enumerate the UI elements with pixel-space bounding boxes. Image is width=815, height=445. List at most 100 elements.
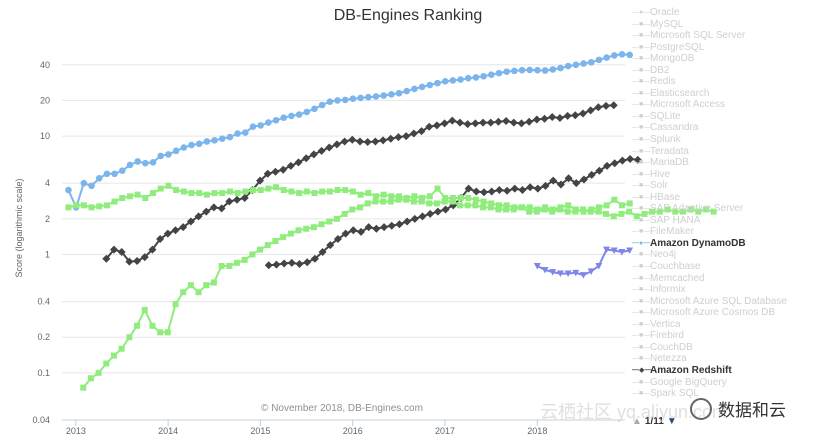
legend-item[interactable]: —■— Spark SQL: [632, 388, 812, 400]
x-axis: 2013 2014 2015 2016 2017 2018: [62, 419, 625, 436]
legend-item[interactable]: —■— Teradata: [632, 146, 812, 158]
legend-item[interactable]: —■— Memcached: [632, 273, 812, 285]
data-point: [517, 119, 526, 128]
data-point: [134, 322, 141, 329]
legend-item[interactable]: —■— SAP HANA: [632, 215, 812, 227]
legend-item[interactable]: —■— Google BigQuery: [632, 377, 812, 389]
legend-item[interactable]: —■— Hive: [632, 169, 812, 181]
data-point: [425, 122, 434, 131]
legend-item[interactable]: —■— FileMaker: [632, 226, 812, 238]
data-point: [410, 214, 419, 223]
data-point: [510, 184, 519, 193]
legend-item[interactable]: —■— MySQL: [632, 19, 812, 31]
data-point: [572, 208, 579, 215]
legend-item[interactable]: —●— Oracle: [632, 7, 812, 19]
legend-next-icon[interactable]: ▼: [666, 416, 677, 427]
data-point: [395, 89, 403, 97]
legend-item[interactable]: —■— HBase: [632, 192, 812, 204]
data-point: [303, 225, 310, 232]
legend-label: MariaDB: [650, 157, 689, 169]
data-point: [403, 217, 412, 226]
legend-symbol-diamond-icon: —◆—: [632, 366, 652, 374]
legend-item[interactable]: —■— Microsoft SQL Server: [632, 30, 812, 42]
legend-item[interactable]: —■— Vertica: [632, 319, 812, 331]
data-point: [271, 167, 280, 176]
data-point: [579, 206, 586, 213]
data-point: [310, 254, 319, 263]
legend-item[interactable]: —■— Solr: [632, 180, 812, 192]
x-tick-label: 2014: [158, 426, 178, 436]
data-point: [218, 135, 226, 143]
data-point: [603, 161, 612, 170]
legend-item[interactable]: —●— Amazon DynamoDB: [632, 238, 812, 250]
legend-item[interactable]: —■— Neo4j: [632, 249, 812, 261]
legend-item[interactable]: —■— Splunk: [632, 134, 812, 146]
data-point: [618, 248, 626, 256]
data-point: [286, 161, 295, 170]
data-point: [372, 193, 379, 200]
legend-symbol-square-icon: —■—: [632, 378, 651, 386]
data-point: [211, 190, 218, 197]
data-point: [419, 194, 426, 201]
data-point: [549, 176, 558, 185]
legend-item[interactable]: —◆— Amazon Redshift: [632, 365, 812, 377]
data-point: [326, 188, 333, 195]
legend-prev-icon[interactable]: ▲: [632, 416, 642, 427]
data-point: [603, 202, 610, 209]
legend-item[interactable]: —■— Microsoft Azure SQL Database: [632, 296, 812, 308]
data-point: [103, 170, 111, 178]
legend-symbol-square-icon: —■—: [632, 124, 651, 132]
y-tick-label: 0.04: [32, 415, 50, 425]
legend-item[interactable]: —■— Cassandra: [632, 122, 812, 134]
data-point: [564, 62, 572, 70]
y-axis-label: Score (logarithmic scale): [14, 178, 24, 277]
data-point: [564, 270, 572, 278]
data-point: [540, 114, 549, 123]
data-point: [233, 259, 240, 266]
legend-item[interactable]: —■— PostgreSQL: [632, 42, 812, 54]
legend-item[interactable]: —■— DB2: [632, 65, 812, 77]
data-point: [448, 116, 457, 125]
data-point: [410, 198, 417, 205]
data-point: [403, 196, 410, 203]
y-tick-label: 1: [45, 249, 50, 259]
legend-item[interactable]: —■— Microsoft Azure Cosmos DB: [632, 307, 812, 319]
data-point: [349, 95, 357, 102]
legend-symbol-square-icon: —■—: [632, 136, 651, 144]
legend-item[interactable]: —■— Microsoft Access: [632, 99, 812, 111]
legend-label: Google BigQuery: [650, 376, 727, 388]
legend-item[interactable]: —■— Elasticsearch: [632, 88, 812, 100]
data-point: [372, 93, 380, 100]
legend-label: CouchDB: [650, 341, 693, 353]
data-point: [586, 106, 595, 115]
data-point: [418, 83, 426, 91]
data-point: [234, 130, 241, 137]
legend-item[interactable]: —■— Redis: [632, 76, 812, 88]
x-tick-label: 2013: [66, 426, 86, 436]
legend-item[interactable]: —■— Couchbase: [632, 261, 812, 273]
data-point: [434, 79, 441, 87]
data-point: [549, 269, 557, 276]
legend-item[interactable]: —■— SAP Adaptive Server: [632, 203, 812, 215]
data-point: [380, 191, 387, 198]
data-point: [295, 227, 302, 234]
data-point: [503, 186, 512, 195]
legend-item[interactable]: —■— MongoDB: [632, 53, 812, 65]
legend-item[interactable]: —■— Firebird: [632, 330, 812, 342]
data-point: [165, 182, 172, 189]
data-point: [387, 221, 396, 230]
legend-item[interactable]: —■— Netezza: [632, 353, 812, 365]
legend-item[interactable]: —■— CouchDB: [632, 342, 812, 354]
data-point: [95, 174, 103, 182]
data-point: [695, 208, 702, 215]
data-point: [241, 129, 249, 136]
data-point: [602, 101, 611, 110]
legend-item[interactable]: —■— SQLite: [632, 111, 812, 123]
legend-item[interactable]: —■— MariaDB: [632, 157, 812, 169]
legend-item[interactable]: —■— Informix: [632, 284, 812, 296]
series-google-bigquery: [80, 196, 717, 391]
data-point: [518, 204, 525, 211]
data-point: [633, 155, 642, 164]
legend-label: Microsoft Access: [650, 99, 726, 111]
data-point: [195, 140, 203, 148]
